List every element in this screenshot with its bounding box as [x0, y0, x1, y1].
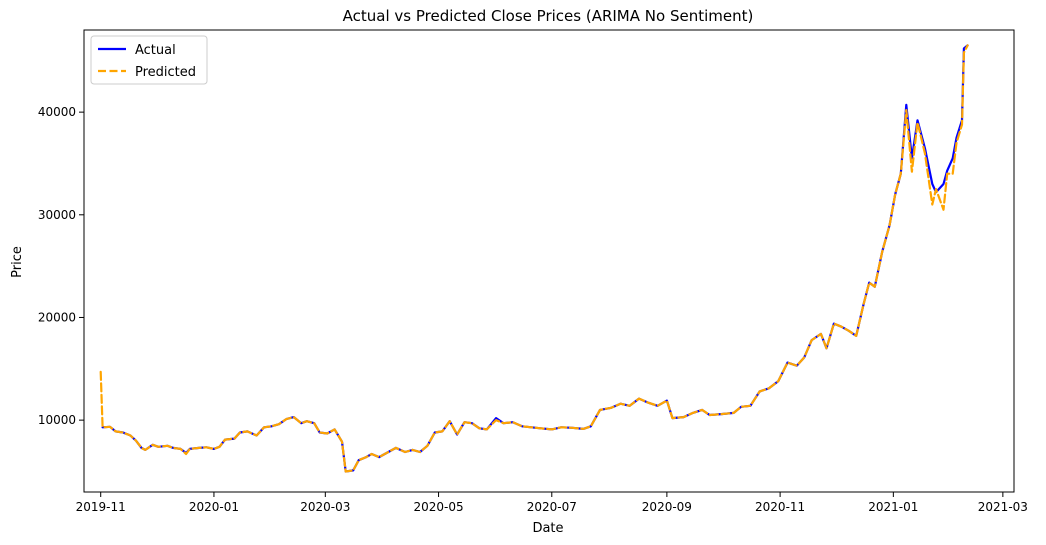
series-line-actual	[101, 44, 969, 473]
x-tick-label: 2019-11	[76, 500, 126, 514]
x-tick-label: 2021-01	[868, 500, 918, 514]
x-axis-label: Date	[532, 521, 563, 536]
x-axis: 2019-11 2020-01 2020-03 2020-05 2020-07 2020-…	[76, 492, 1028, 514]
x-tick-label: 2020-03	[300, 500, 350, 514]
x-tick-label: 2020-05	[413, 500, 463, 514]
y-axis: 10000 20000 30000 40000	[38, 105, 84, 427]
y-tick-label: 10000	[38, 413, 76, 427]
y-tick-label: 40000	[38, 105, 76, 119]
x-tick-label: 2020-07	[527, 500, 577, 514]
x-tick-label: 2020-11	[755, 500, 805, 514]
series-line-predicted	[99, 44, 969, 473]
series-layer	[99, 44, 969, 473]
legend: Actual Predicted	[90, 35, 208, 85]
legend-label-predicted: Predicted	[135, 65, 196, 80]
x-tick-label: 2020-09	[642, 500, 692, 514]
y-axis-label: Price	[10, 246, 25, 278]
x-tick-label: 2020-01	[189, 500, 239, 514]
legend-label-actual: Actual	[135, 43, 176, 58]
plot-area	[83, 29, 1015, 493]
y-tick-label: 20000	[38, 310, 76, 324]
y-tick-label: 30000	[38, 208, 76, 222]
chart-title: Actual vs Predicted Close Prices (ARIMA …	[343, 7, 754, 25]
x-tick-label: 2021-03	[978, 500, 1028, 514]
